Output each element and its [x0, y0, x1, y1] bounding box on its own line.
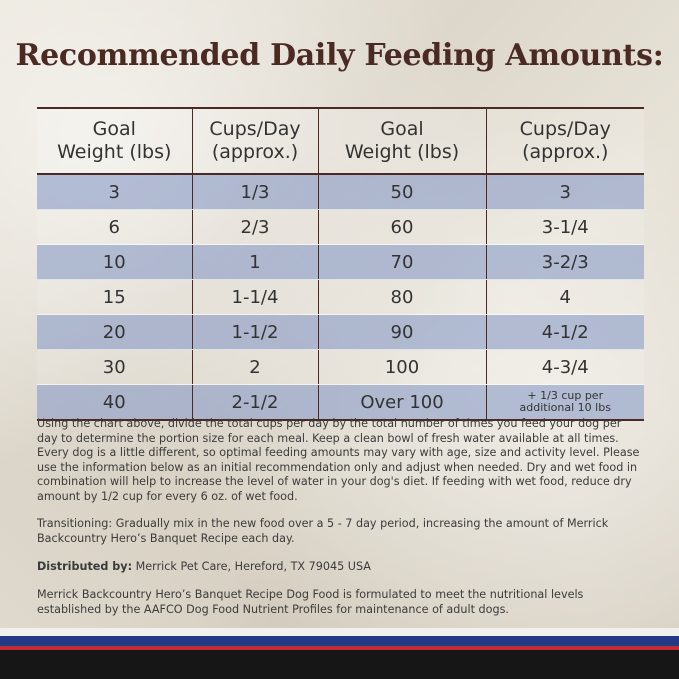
table-cell: 2 — [191, 349, 318, 385]
table-cell: 3 — [37, 174, 192, 210]
table-cell: 60 — [317, 209, 486, 245]
table-cell-note: + 1/3 cup per additional 10 lbs — [485, 384, 644, 421]
table-cell: 10 — [37, 244, 192, 280]
table-cell: 40 — [37, 384, 192, 421]
table-cell: 15 — [37, 279, 192, 315]
table-cell: 70 — [317, 244, 486, 280]
page-title: Recommended Daily Feeding Amounts: — [15, 38, 664, 73]
header-line: Cups/Day — [519, 118, 611, 140]
table-cell: 80 — [317, 279, 486, 315]
table-row: 10 1 70 3-2/3 — [37, 244, 644, 280]
table-cell: 3-1/4 — [485, 209, 644, 245]
table-cell: Over 100 — [317, 384, 486, 421]
distributor-line: Distributed by: Merrick Pet Care, Herefo… — [37, 560, 645, 575]
header-line: Weight (lbs) — [57, 141, 172, 163]
table-cell: 4 — [485, 279, 644, 315]
header-cups-day-2: Cups/Day (approx.) — [485, 107, 644, 175]
table-row: 15 1-1/4 80 4 — [37, 279, 644, 315]
table-cell: 2/3 — [191, 209, 318, 245]
header-line: Goal — [380, 118, 424, 140]
table-cell: 2-1/2 — [191, 384, 318, 421]
aafco-statement: Merrick Backcountry Hero’s Banquet Recip… — [37, 588, 584, 616]
header-line: Weight (lbs) — [344, 141, 460, 163]
table-cell: 100 — [317, 349, 486, 385]
table-cell: 30 — [37, 349, 192, 385]
table-cell: 50 — [317, 174, 486, 210]
header-line: Goal — [92, 118, 136, 140]
table-cell: 20 — [37, 314, 192, 350]
transitioning-note: Transitioning: Gradually mix in the new … — [37, 517, 609, 545]
table-row: 6 2/3 60 3-1/4 — [37, 209, 644, 245]
table-row: 3 1/3 50 3 — [37, 174, 644, 210]
note-line: additional 10 lbs — [519, 401, 611, 414]
table-cell: 3-2/3 — [485, 244, 644, 280]
table-row: 40 2-1/2 Over 100 + 1/3 cup per addition… — [37, 384, 644, 421]
distributor-text: Merrick Pet Care, Hereford, TX 79045 USA — [132, 560, 371, 573]
table-row: 20 1-1/2 90 4-1/2 — [37, 314, 644, 350]
table-cell: 1-1/2 — [191, 314, 318, 350]
note-line: + 1/3 cup per — [527, 389, 604, 402]
table-cell: 4-3/4 — [485, 349, 644, 385]
table-cell: 6 — [37, 209, 192, 245]
table-header-row: Goal Weight (lbs) Cups/Day (approx.) Goa… — [37, 107, 644, 175]
footer-stripe-black — [0, 650, 679, 679]
table-cell: 1 — [191, 244, 318, 280]
header-goal-weight-1: Goal Weight (lbs) — [37, 107, 192, 175]
feeding-instructions: Using the chart above, divide the total … — [37, 417, 640, 503]
header-line: Cups/Day — [209, 118, 301, 140]
distributor-label: Distributed by: — [37, 560, 133, 573]
table-row: 30 2 100 4-3/4 — [37, 349, 644, 385]
table-cell: 1-1/4 — [191, 279, 318, 315]
header-line: (approx.) — [211, 141, 299, 163]
table-cell: 4-1/2 — [485, 314, 644, 350]
table-cell: 1/3 — [191, 174, 318, 210]
footer-stripe-white — [0, 628, 679, 636]
feeding-table: Goal Weight (lbs) Cups/Day (approx.) Goa… — [37, 107, 644, 421]
footer-stripe-blue — [0, 636, 679, 646]
table-cell: 90 — [317, 314, 486, 350]
header-line: (approx.) — [522, 141, 609, 163]
footer-stripe-red — [0, 646, 679, 650]
header-cups-day-1: Cups/Day (approx.) — [191, 107, 318, 175]
header-goal-weight-2: Goal Weight (lbs) — [317, 107, 486, 175]
table-cell: 3 — [485, 174, 644, 210]
